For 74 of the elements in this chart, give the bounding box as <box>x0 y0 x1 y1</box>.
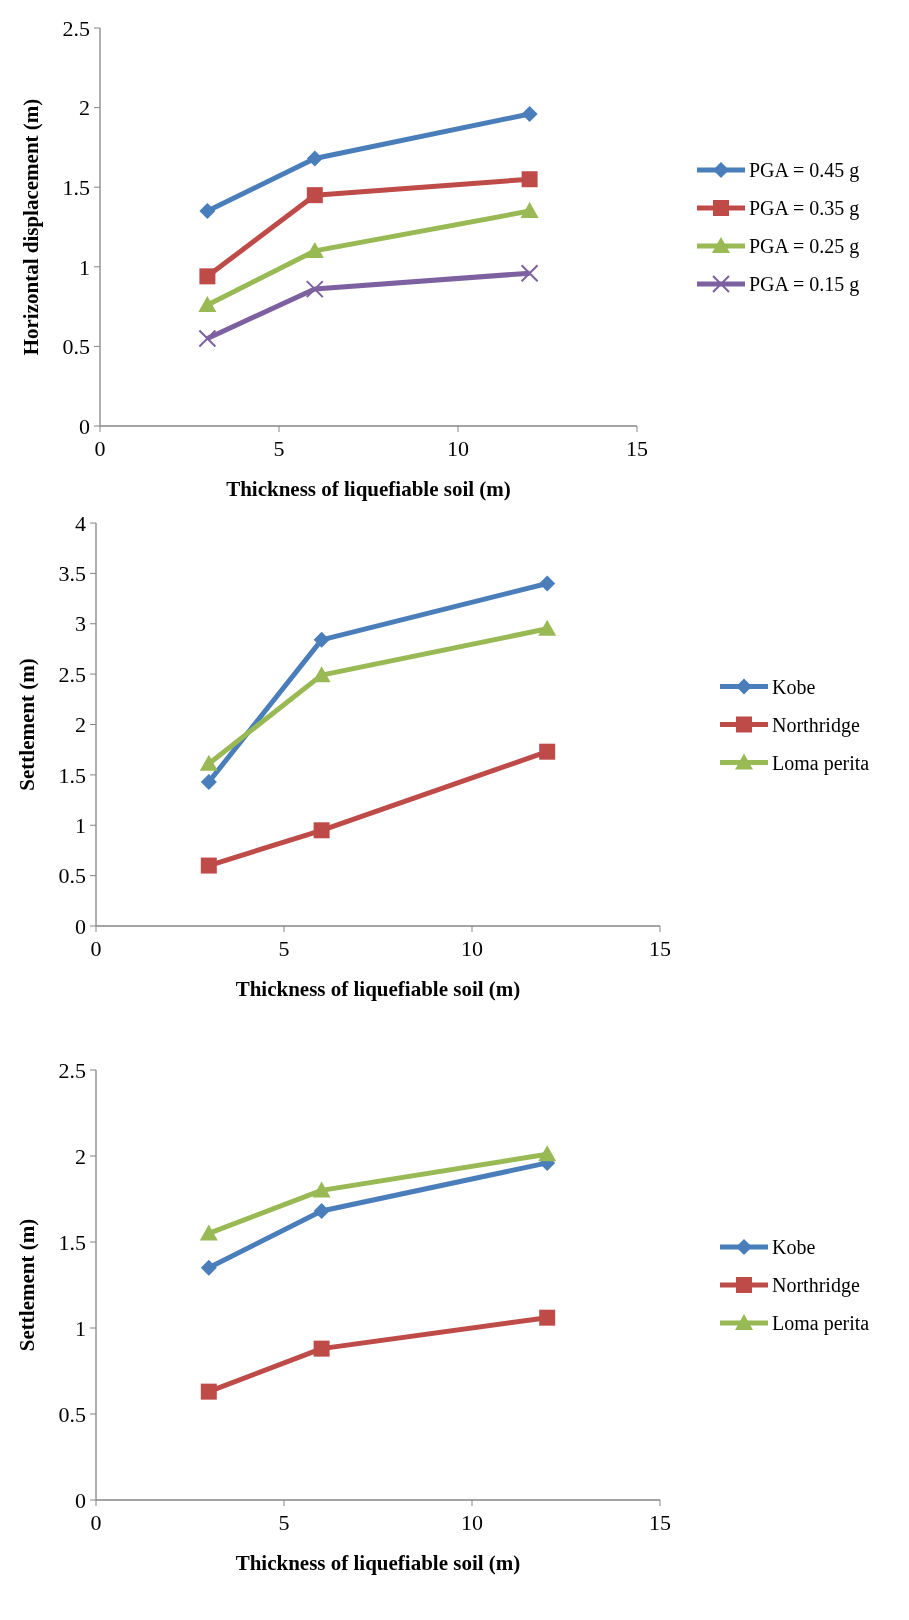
legend-label: PGA = 0.15 g <box>749 273 860 296</box>
point <box>538 1145 557 1162</box>
y-tick-label: 2 <box>75 1143 86 1169</box>
x-tick-label: 10 <box>461 1510 483 1535</box>
y-tick-label: 0.5 <box>58 863 86 889</box>
y-tick-label: 3 <box>75 611 86 637</box>
y-tick-label: 2.5 <box>62 15 90 41</box>
point <box>305 280 324 299</box>
point <box>521 171 538 188</box>
point <box>313 822 330 839</box>
y-tick-label: 1 <box>75 812 86 838</box>
legend-label: PGA = 0.25 g <box>749 235 860 258</box>
x-tick-label: 15 <box>649 936 671 961</box>
point <box>199 203 216 220</box>
y-tick-label: 4 <box>75 510 86 536</box>
point <box>200 857 217 874</box>
legend-label: PGA = 0.35 g <box>749 197 860 220</box>
legend-label: Kobe <box>772 1236 816 1258</box>
point <box>313 631 330 648</box>
legend-label: Northridge <box>772 713 860 737</box>
legend-label: Loma perita <box>772 751 870 775</box>
y-tick-label: 2 <box>79 95 90 121</box>
point <box>521 105 538 122</box>
legend-label: PGA = 0.45 g <box>749 159 860 182</box>
x-tick-label: 5 <box>278 1510 290 1535</box>
y-tick-label: 0 <box>75 913 86 939</box>
point <box>306 150 323 167</box>
point <box>199 268 216 285</box>
point <box>520 202 539 219</box>
point <box>198 296 217 313</box>
point <box>520 264 539 283</box>
x-tick-label: 5 <box>278 936 290 961</box>
y-tick-label: 3.5 <box>58 561 86 587</box>
y-axis-title: Horizontal displacement (m) <box>19 98 43 356</box>
y-tick-label: 0.5 <box>58 1401 86 1427</box>
x-axis-title: Thickness of liquefiable soil (m) <box>226 477 511 501</box>
point <box>312 1181 331 1198</box>
y-tick-label: 2.5 <box>58 1057 86 1083</box>
point <box>200 1383 217 1400</box>
point <box>199 754 218 771</box>
point <box>313 1340 330 1357</box>
y-tick-label: 1 <box>79 254 90 280</box>
point <box>200 773 217 790</box>
y-tick-label: 1.5 <box>58 762 86 788</box>
legend-label: Northridge <box>772 1274 860 1297</box>
point <box>198 329 217 348</box>
x-axis-title: Thickness of liquefiable soil (m) <box>235 1551 521 1575</box>
y-tick-label: 1 <box>75 1315 86 1341</box>
point <box>538 619 557 636</box>
x-tick-label: 10 <box>461 936 483 961</box>
y-tick-label: 2.5 <box>58 661 86 687</box>
legend-label: Kobe <box>772 675 816 698</box>
point <box>539 575 556 592</box>
y-tick-label: 0 <box>79 413 90 439</box>
point <box>305 241 324 258</box>
y-tick-label: 0.5 <box>62 334 90 360</box>
point <box>306 187 323 204</box>
y-axis-title: Settlement (m) <box>15 1218 39 1352</box>
legend-label: Loma perita <box>772 1312 870 1335</box>
point <box>313 1203 330 1220</box>
point <box>200 1259 217 1276</box>
x-tick-label: 5 <box>273 436 285 461</box>
point <box>539 743 556 760</box>
point <box>199 1224 218 1241</box>
y-tick-label: 1.5 <box>58 1229 86 1255</box>
y-tick-label: 0 <box>75 1487 86 1513</box>
y-tick-label: 1.5 <box>62 174 90 200</box>
x-tick-label: 15 <box>649 1510 671 1535</box>
point <box>539 1309 556 1326</box>
y-tick-label: 2 <box>75 712 86 738</box>
x-tick-label: 15 <box>626 436 648 461</box>
x-axis-title: Thickness of liquefiable soil (m) <box>235 977 521 1001</box>
y-axis-title: Settlement (m) <box>15 658 39 791</box>
x-tick-label: 10 <box>447 436 469 461</box>
